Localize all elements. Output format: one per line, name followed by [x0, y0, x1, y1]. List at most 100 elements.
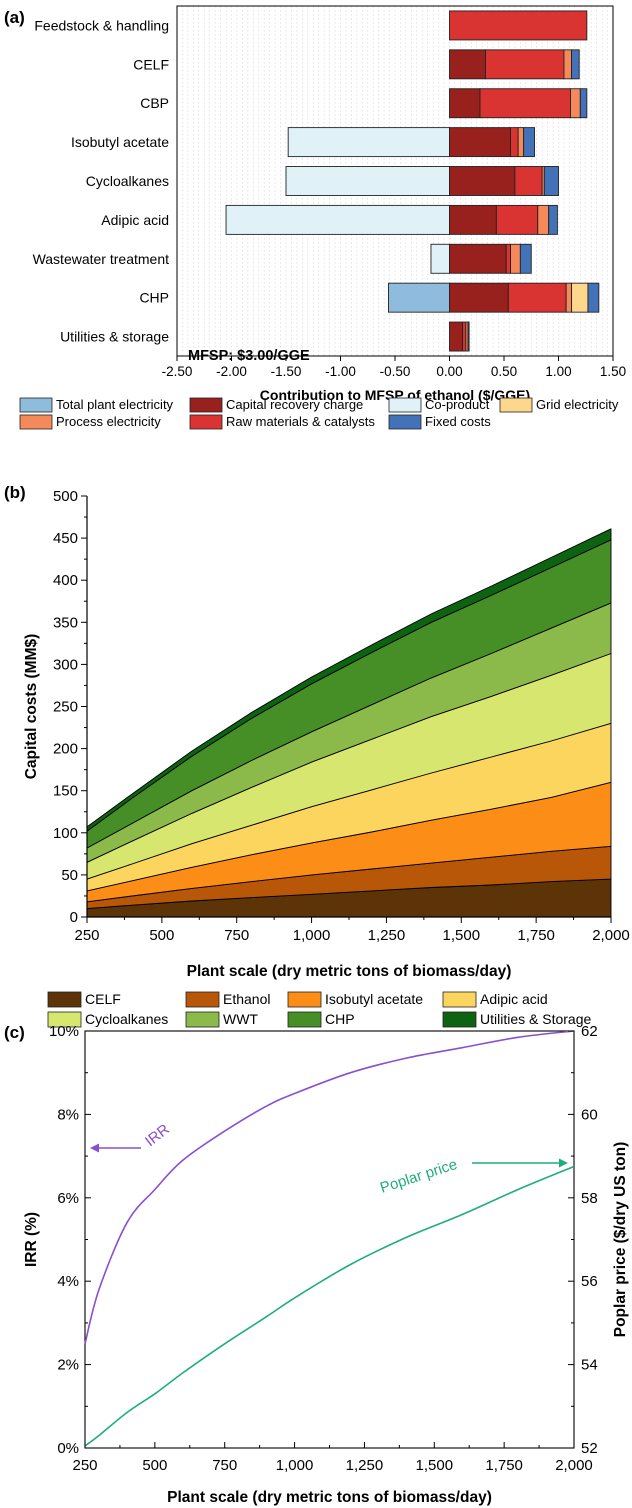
x-tick-label: -1.00	[325, 364, 356, 379]
legend-swatch-raw-materials-catalysts	[189, 414, 223, 430]
x-tick-label: 1,250	[346, 1457, 384, 1474]
poplar-annotation: Poplar price	[378, 1156, 459, 1197]
x-tick-label: 1,750	[517, 927, 555, 944]
line-poplar-price	[84, 1165, 575, 1447]
bar-isobutyl-acetate-process-electricity	[517, 127, 525, 158]
y2-tick-label: 56	[581, 1273, 598, 1290]
legend-label-ethanol: Ethanol	[223, 991, 270, 1007]
bar-chp-capital-recovery-charge	[449, 282, 509, 313]
x-tick-label: -1.50	[271, 364, 302, 379]
legend-swatch-process-electricity	[19, 414, 53, 430]
bar-chp-grid-electricity	[571, 282, 589, 313]
legend-swatch-isobutyl-acetate	[287, 991, 322, 1008]
bar-adipic-acid-process-electricity	[537, 204, 550, 235]
bar-cycloalkanes-capital-recovery-charge	[449, 166, 516, 196]
bar-wastewater-treatment-process-electricity	[510, 243, 521, 274]
legend-label-adipic-acid: Adipic acid	[480, 991, 548, 1007]
y-tick-label: 100	[53, 825, 78, 842]
legend-swatch-fixed-costs	[388, 414, 422, 430]
y-tick-label: 8%	[57, 1106, 79, 1123]
legend-label-wwt: WWT	[223, 1011, 258, 1027]
x-tick-label: 750	[224, 927, 249, 944]
x-tick-label: 500	[149, 927, 174, 944]
bar-cycloalkanes-co-product	[285, 166, 450, 196]
x-tick-label: 2,000	[555, 1457, 593, 1474]
legend-label-process-electricity: Process electricity	[56, 414, 161, 429]
x-tick-label: 1,500	[443, 927, 481, 944]
x-tick-label: 2,000	[592, 927, 630, 944]
x-tick-label: 250	[72, 1457, 97, 1474]
x-tick-label: -2.50	[162, 364, 193, 379]
bar-feedstock-handling-raw-materials-catalysts	[449, 10, 588, 41]
y-tick-label: 4%	[57, 1273, 79, 1290]
x-tick-label: -0.50	[380, 364, 411, 379]
y2-tick-label: 60	[581, 1106, 598, 1123]
bar-chp-fixed-costs	[587, 282, 600, 313]
legend-label-fixed-costs: Fixed costs	[425, 414, 491, 429]
y-tick-label: 0%	[57, 1440, 79, 1457]
panel-b-area-chart: (b) 0 50 100 150 200 250 300 350 400 450 500 250 500…	[4, 483, 630, 980]
legend-swatch-total-plant-electricity	[19, 397, 53, 413]
y2-tick-label: 54	[581, 1357, 598, 1374]
bar-adipic-acid-raw-materials-catalysts	[495, 204, 539, 235]
legend-swatch-capital-recovery-charge	[189, 397, 223, 413]
bar-utilities-storage-fixed-costs	[467, 321, 470, 352]
x-tick-label: 1,000	[276, 1457, 314, 1474]
y-axis-title: IRR (%)	[23, 1212, 40, 1267]
category-label-isobutyl-acetate: Isobutyl acetate	[71, 134, 169, 150]
category-label-chp: CHP	[139, 290, 169, 306]
category-label-feedstock-handling: Feedstock & handling	[34, 17, 169, 33]
line-irr	[84, 1030, 575, 1344]
bar-adipic-acid-capital-recovery-charge	[449, 204, 497, 235]
category-label-cbp: CBP	[140, 95, 169, 111]
y2-tick-label: 58	[581, 1190, 598, 1207]
legend-label-raw-materials-catalysts: Raw materials & catalysts	[226, 414, 375, 429]
x-axis-title: Plant scale (dry metric tons of biomass/…	[167, 1489, 492, 1506]
y2-tick-label: 52	[581, 1440, 598, 1457]
panel-a-label: (a)	[4, 8, 25, 27]
panel-c-line-chart: (c) 0% 2% 4% 6% 8% 10% 52 54 56 58 60 62 250 500 750 1,…	[4, 1023, 629, 1506]
legend-swatch-celf	[47, 991, 82, 1008]
y-tick-label: 200	[53, 741, 78, 758]
x-tick-label: 250	[74, 927, 99, 944]
legend-label-cycloalkanes: Cycloalkanes	[85, 1011, 168, 1027]
legend-label-capital-recovery-charge: Capital recovery charge	[226, 397, 363, 412]
bar-chp-raw-materials-catalysts	[507, 282, 567, 313]
bar-wastewater-treatment-co-product	[430, 243, 450, 274]
y2-axis-title: Poplar price ($/dry US ton)	[612, 1142, 629, 1338]
bar-celf-capital-recovery-charge	[449, 49, 486, 80]
bar-adipic-acid-co-product	[225, 204, 450, 235]
bar-adipic-acid-fixed-costs	[548, 204, 558, 235]
poplar-arrow-head	[559, 1158, 568, 1168]
mfsp-annotation: MFSP: $3.00/GGE	[188, 348, 310, 364]
y-tick-label: 150	[53, 783, 78, 800]
legend-swatch-utilities-storage	[442, 1011, 477, 1028]
bar-chp-process-electricity	[565, 282, 573, 313]
x-tick-label: 1.00	[545, 364, 571, 379]
legend-label-grid-electricity: Grid electricity	[536, 397, 619, 412]
legend-swatch-chp	[287, 1011, 322, 1028]
y-tick-label: 6%	[57, 1190, 79, 1207]
bar-isobutyl-acetate-fixed-costs	[523, 127, 535, 158]
bar-celf-fixed-costs	[571, 49, 580, 80]
panel-a-legend: Total plant electricity Capital recovery …	[19, 397, 619, 430]
x-tick-label: -2.00	[216, 364, 247, 379]
bar-isobutyl-acetate-co-product	[287, 127, 450, 158]
legend-swatch-wwt	[185, 1011, 220, 1028]
bar-celf-process-electricity	[563, 49, 573, 80]
legend-swatch-co-product	[388, 397, 422, 413]
legend-label-chp: CHP	[325, 1011, 355, 1027]
bar-wastewater-treatment-fixed-costs	[519, 243, 532, 274]
bar-isobutyl-acetate-capital-recovery-charge	[449, 127, 511, 158]
category-label-wastewater-treatment: Wastewater treatment	[33, 251, 170, 267]
x-tick-label: 1,250	[368, 927, 406, 944]
legend-swatch-grid-electricity	[499, 397, 533, 413]
bar-cbp-process-electricity	[570, 88, 581, 119]
bar-wastewater-treatment-capital-recovery-charge	[449, 243, 507, 274]
y-tick-label: 2%	[57, 1357, 79, 1374]
panel-a-bar-chart: (a) Feedstock & handling CELF CBP Isobutyl …	[4, 5, 626, 403]
y-tick-label: 10%	[49, 1023, 79, 1040]
bar-utilities-storage-capital-recovery-charge	[449, 321, 464, 352]
bar-utilities-storage-raw-materials-catalysts	[462, 321, 467, 352]
